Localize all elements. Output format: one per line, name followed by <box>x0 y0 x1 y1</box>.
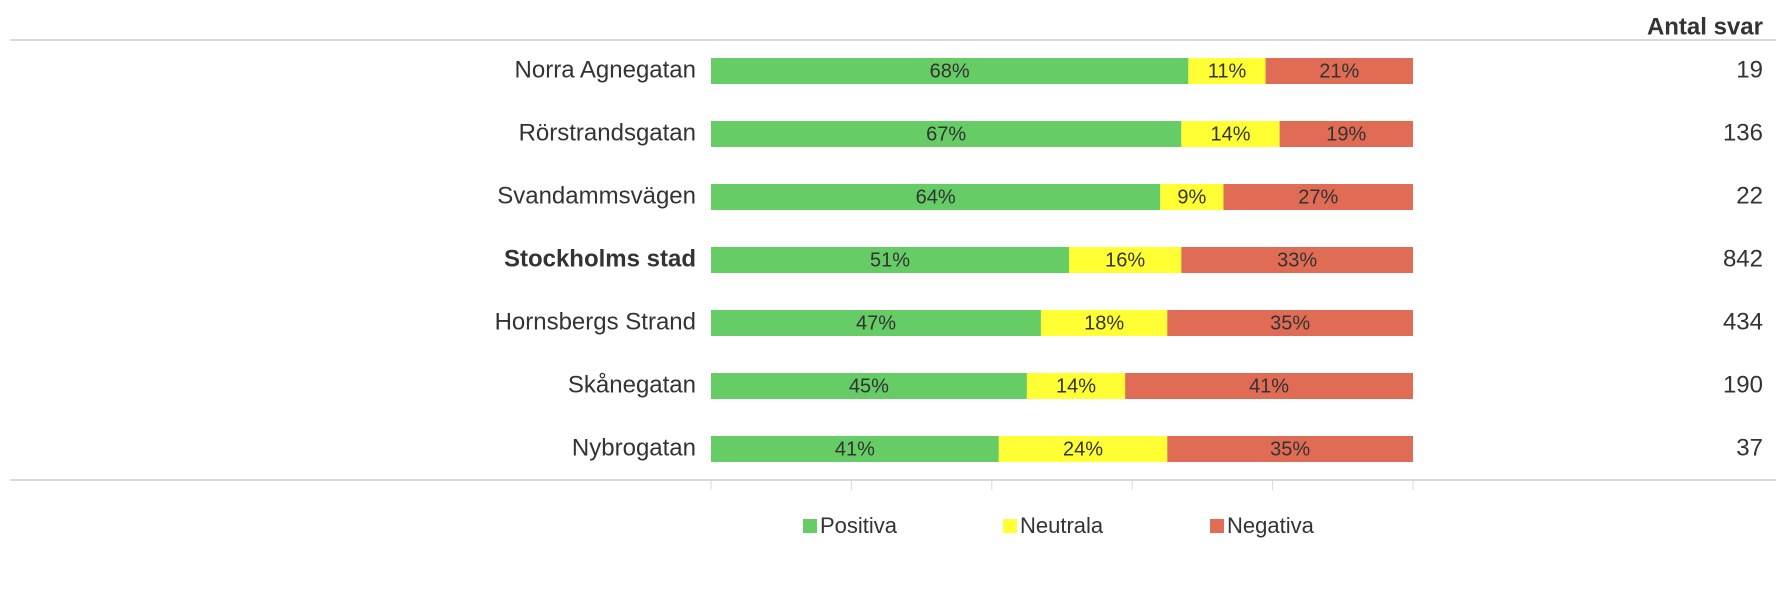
category-label: Stockholms stad <box>504 245 696 272</box>
bar-segment <box>711 58 1189 84</box>
bar-segment <box>1167 436 1413 462</box>
category-label: Hornsbergs Strand <box>495 308 696 335</box>
value-label: 16% <box>1105 249 1145 271</box>
bar-segment <box>1188 58 1266 84</box>
category-label: Nybrogatan <box>572 434 696 461</box>
legend-swatch <box>803 519 817 533</box>
value-label: 19% <box>1326 123 1366 145</box>
bar-segment <box>1167 310 1413 336</box>
bar-segment <box>1265 58 1413 84</box>
bar-segment <box>711 121 1182 147</box>
value-label: 41% <box>1249 375 1289 397</box>
value-label: 45% <box>849 375 889 397</box>
bar-segment <box>1160 184 1224 210</box>
value-label: 67% <box>926 123 966 145</box>
value-label: 35% <box>1270 312 1310 334</box>
value-label: 41% <box>835 438 875 460</box>
value-label: 35% <box>1270 438 1310 460</box>
value-label: 24% <box>1063 438 1103 460</box>
bar-segment <box>1069 247 1182 273</box>
bar-segment <box>1279 121 1413 147</box>
bar-segment <box>998 436 1168 462</box>
bar-segment <box>711 247 1070 273</box>
bar-segment <box>1040 310 1168 336</box>
bar-segment <box>1181 121 1280 147</box>
legend-swatch <box>1003 519 1017 533</box>
bar-segment <box>1223 184 1413 210</box>
bar-segment <box>711 373 1027 399</box>
value-label: 33% <box>1277 249 1317 271</box>
count-label: 19 <box>1736 56 1763 83</box>
count-label: 842 <box>1723 245 1763 272</box>
value-label: 14% <box>1210 123 1250 145</box>
count-label: 136 <box>1723 119 1763 146</box>
bar-segment <box>711 436 999 462</box>
count-label: 434 <box>1723 308 1763 335</box>
bar-segment <box>1026 373 1126 399</box>
value-label: 18% <box>1084 312 1124 334</box>
legend-swatch <box>1210 519 1224 533</box>
category-label: Skånegatan <box>568 371 696 398</box>
bar-segment <box>711 310 1041 336</box>
legend-label: Positiva <box>820 513 898 538</box>
bar-segment <box>1181 247 1413 273</box>
count-label: 22 <box>1736 182 1763 209</box>
value-label: 14% <box>1056 375 1096 397</box>
bar-segment <box>711 184 1161 210</box>
bar-segment <box>1125 373 1413 399</box>
value-label: 27% <box>1298 186 1338 208</box>
legend-label: Negativa <box>1227 513 1315 538</box>
value-label: 47% <box>856 312 896 334</box>
value-label: 21% <box>1319 60 1359 82</box>
count-label: 190 <box>1723 371 1763 398</box>
category-label: Norra Agnegatan <box>515 56 696 83</box>
value-label: 9% <box>1177 186 1206 208</box>
counts-title: Antal svar <box>1647 13 1763 40</box>
category-label: Svandammsvägen <box>497 182 696 209</box>
value-label: 64% <box>916 186 956 208</box>
count-label: 37 <box>1736 434 1763 461</box>
value-label: 68% <box>930 60 970 82</box>
value-label: 51% <box>870 249 910 271</box>
category-label: Rörstrandsgatan <box>519 119 696 146</box>
legend-label: Neutrala <box>1020 513 1104 538</box>
value-label: 11% <box>1208 60 1247 82</box>
